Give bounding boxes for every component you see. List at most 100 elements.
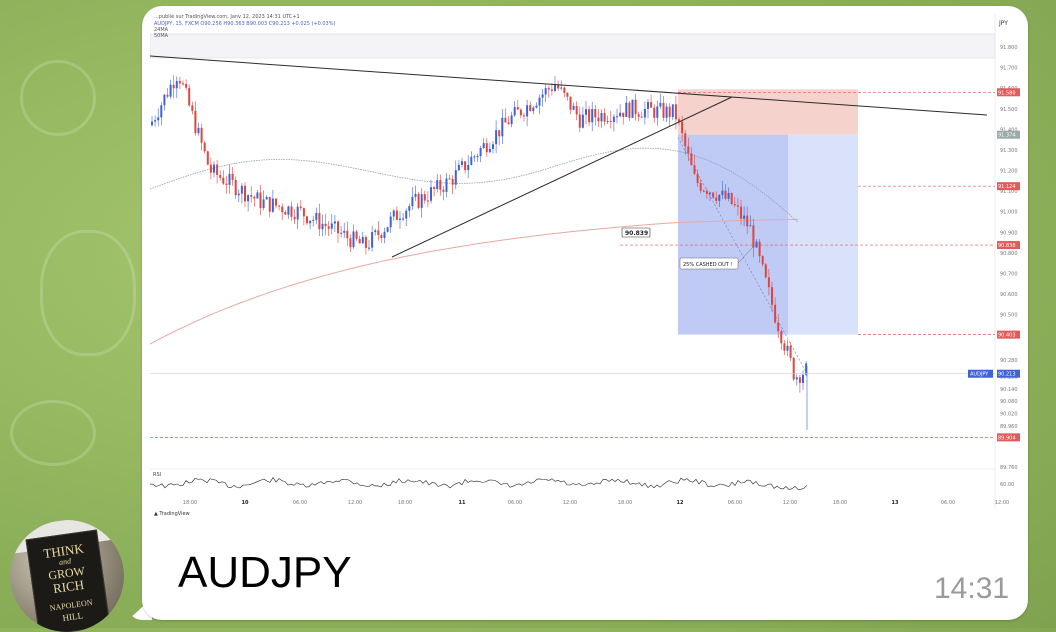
candle-body bbox=[182, 83, 184, 85]
level-label: 91.580 bbox=[998, 90, 1016, 96]
price-tick: 91.500 bbox=[1000, 107, 1018, 113]
price-tick: 90.020 bbox=[1000, 411, 1018, 417]
stop-loss-zone bbox=[678, 89, 858, 135]
candle-body bbox=[743, 215, 746, 219]
candle-body bbox=[554, 84, 556, 92]
candle-body bbox=[340, 232, 343, 234]
indicator-panel bbox=[150, 33, 996, 59]
candle-body bbox=[250, 195, 253, 197]
candle-body bbox=[330, 223, 333, 229]
price-tick: 89.960 bbox=[1000, 424, 1018, 430]
ohlc-line: AUDJPY, 15, FXCM O90.256 H90.363 B90.003… bbox=[154, 21, 336, 27]
candle-body bbox=[457, 164, 460, 171]
time-tick: 12:00 bbox=[995, 500, 1009, 506]
candle-body bbox=[309, 220, 312, 224]
callout-box bbox=[679, 257, 739, 270]
candle-body bbox=[175, 81, 178, 89]
time-tick: 06:00 bbox=[508, 500, 522, 506]
candle-body bbox=[337, 221, 339, 234]
candle-body bbox=[616, 116, 618, 118]
candle-body bbox=[507, 122, 510, 125]
candle-body bbox=[278, 205, 281, 207]
level-label-box bbox=[997, 433, 1020, 442]
candle-body bbox=[473, 156, 476, 158]
time-tick: 12 bbox=[677, 500, 684, 506]
candle-body bbox=[464, 161, 467, 171]
candle-body bbox=[724, 190, 727, 199]
time-tick: 06:00 bbox=[941, 500, 955, 506]
candle-body bbox=[368, 247, 370, 249]
candle-body bbox=[721, 190, 724, 195]
time-tick: 11 bbox=[459, 500, 466, 506]
candle-body bbox=[550, 89, 553, 92]
candle-body bbox=[761, 256, 764, 265]
candle-body bbox=[575, 105, 578, 115]
candle-body bbox=[547, 88, 550, 90]
candle-body bbox=[414, 193, 417, 197]
candle-body bbox=[749, 225, 752, 227]
price-tick: 90.140 bbox=[1000, 387, 1018, 393]
candle-body bbox=[693, 165, 696, 174]
candle-body bbox=[237, 193, 240, 196]
candle-body bbox=[488, 148, 491, 153]
ma-50-line bbox=[150, 147, 799, 223]
price-tick: 91.300 bbox=[1000, 148, 1018, 154]
time-tick: 13 bbox=[892, 500, 899, 506]
candle-body bbox=[433, 187, 436, 190]
candle-body bbox=[485, 143, 488, 153]
time-tick: 18:00 bbox=[833, 500, 847, 506]
candle-body bbox=[802, 374, 804, 383]
candle-body bbox=[172, 84, 175, 89]
sender-avatar[interactable]: THINK and GROW RICH NAPOLEON HILL bbox=[10, 520, 124, 632]
candle-body bbox=[526, 105, 529, 117]
price-tick: 90.500 bbox=[1000, 313, 1018, 319]
candle-body bbox=[392, 210, 395, 217]
candle-body bbox=[436, 180, 439, 190]
indicator-24ma: 24MA bbox=[154, 27, 169, 33]
price-tick: 90.700 bbox=[1000, 271, 1018, 277]
candle-body bbox=[659, 102, 662, 107]
candle-body bbox=[318, 212, 321, 230]
candle-body bbox=[578, 114, 581, 128]
candle-body bbox=[678, 119, 680, 122]
candle-body bbox=[758, 241, 761, 257]
candle-body bbox=[358, 238, 361, 244]
candle-body bbox=[662, 102, 665, 118]
candle-body bbox=[619, 112, 622, 117]
candle-body bbox=[411, 196, 414, 207]
candle-body bbox=[752, 225, 755, 248]
symbol-label-box bbox=[968, 369, 993, 378]
candle-body bbox=[389, 216, 392, 228]
candle-body bbox=[361, 237, 364, 244]
candle-body bbox=[312, 219, 315, 221]
candle-body bbox=[569, 96, 572, 110]
candle-body bbox=[690, 153, 693, 166]
candle-body bbox=[349, 238, 352, 248]
candle-body bbox=[600, 112, 603, 122]
candle-body bbox=[154, 120, 157, 122]
candle-body bbox=[535, 105, 538, 108]
price-tick: 90.600 bbox=[1000, 292, 1018, 298]
ma-200-line bbox=[150, 218, 799, 345]
time-tick: 12:00 bbox=[563, 500, 577, 506]
candle-body bbox=[755, 241, 758, 248]
price-tick: 91.700 bbox=[1000, 66, 1018, 72]
candle-body bbox=[346, 230, 349, 239]
level-label: 90.838 bbox=[998, 243, 1016, 249]
time-tick: 12:00 bbox=[783, 500, 797, 506]
candle-body bbox=[591, 109, 594, 123]
time-tick: 12:00 bbox=[348, 500, 362, 506]
candle-body bbox=[287, 206, 290, 215]
chart-screenshot[interactable]: JPY91.80091.70091.60091.50091.40091.3009… bbox=[150, 14, 1020, 520]
time-tick: 10 bbox=[242, 500, 249, 506]
candle-body bbox=[681, 121, 684, 134]
level-label: 89.904 bbox=[998, 435, 1016, 441]
candle-body bbox=[228, 173, 231, 185]
candle-body bbox=[383, 231, 386, 238]
candle-body bbox=[786, 345, 789, 351]
candle-body bbox=[746, 215, 749, 227]
candle-body bbox=[581, 114, 584, 128]
rsi-line bbox=[150, 477, 808, 490]
level-label: 91.374 bbox=[998, 133, 1016, 139]
candle-body bbox=[637, 114, 640, 117]
